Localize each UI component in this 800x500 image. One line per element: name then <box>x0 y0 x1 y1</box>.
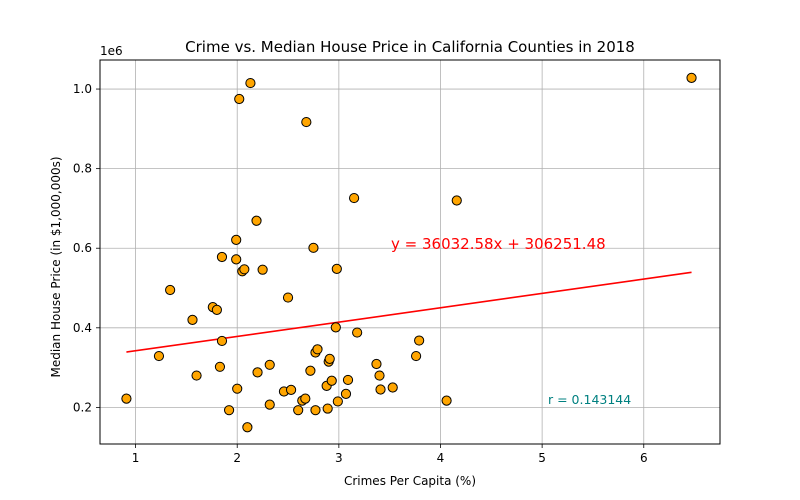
data-point <box>211 304 222 315</box>
data-point <box>441 395 452 406</box>
data-point <box>231 254 242 265</box>
data-point <box>187 314 198 325</box>
x-tick-label: 3 <box>335 451 343 465</box>
data-point <box>310 405 321 416</box>
data-point <box>374 370 385 381</box>
data-point <box>330 322 341 333</box>
data-point <box>332 396 343 407</box>
y-tick-label: 0.4 <box>73 321 92 335</box>
data-point <box>342 374 354 386</box>
data-point <box>216 251 228 263</box>
data-point <box>375 384 386 395</box>
correlation-coefficient: r = 0.143144 <box>548 392 631 407</box>
data-point <box>216 335 228 347</box>
data-point <box>264 359 275 370</box>
data-point <box>264 399 275 410</box>
data-point <box>308 242 319 253</box>
data-point <box>301 116 312 128</box>
chart-title: Crime vs. Median House Price in Californ… <box>185 38 635 56</box>
data-point <box>214 361 226 372</box>
data-point <box>451 195 462 206</box>
x-tick-label: 2 <box>233 451 241 465</box>
data-point <box>242 422 253 433</box>
y-axis-label: Median House Price (in $1,000,000s) <box>49 156 63 377</box>
data-point <box>282 292 294 303</box>
axes-frame <box>99 59 721 445</box>
data-point <box>348 192 360 204</box>
y-tick-label: 0.6 <box>73 241 92 255</box>
y-tick-label: 0.2 <box>73 400 92 414</box>
data-point <box>410 350 422 362</box>
data-point <box>414 335 425 346</box>
data-points <box>121 72 697 433</box>
x-tick-label: 6 <box>640 451 648 465</box>
data-point <box>312 344 323 355</box>
data-point <box>121 393 132 404</box>
ticks: 1 2 3 4 5 6 0.2 0.4 0.6 0.8 1.0 <box>73 82 648 465</box>
data-point <box>165 284 176 296</box>
data-point <box>153 350 165 362</box>
data-point <box>293 405 304 416</box>
data-point <box>252 367 263 378</box>
data-point <box>285 384 297 395</box>
x-axis-label: Crimes Per Capita (%) <box>344 474 476 488</box>
data-point <box>257 264 268 275</box>
grid <box>100 60 720 444</box>
data-point <box>371 358 382 370</box>
data-point <box>324 353 335 364</box>
x-tick-label: 5 <box>538 451 546 465</box>
data-point <box>245 77 256 89</box>
data-point <box>232 383 243 394</box>
data-point <box>326 375 337 386</box>
y-tick-label: 0.8 <box>73 162 92 176</box>
data-point <box>387 382 398 393</box>
data-point <box>352 327 363 338</box>
data-point <box>340 388 352 399</box>
data-point <box>251 215 262 226</box>
data-point <box>300 393 311 404</box>
regression-equation: y = 36032.58x + 306251.48 <box>391 235 606 253</box>
data-point <box>191 370 202 381</box>
x-tick-label: 4 <box>437 451 445 465</box>
data-point <box>686 72 697 84</box>
data-point <box>239 264 250 275</box>
data-point <box>231 234 242 245</box>
data-point <box>305 365 316 376</box>
y-tick-label: 1.0 <box>73 82 92 96</box>
data-point <box>234 93 245 105</box>
y-offset-label: 1e6 <box>100 44 123 58</box>
data-point <box>322 403 333 414</box>
x-tick-label: 1 <box>132 451 140 465</box>
data-point <box>223 405 235 416</box>
data-point <box>331 263 342 275</box>
